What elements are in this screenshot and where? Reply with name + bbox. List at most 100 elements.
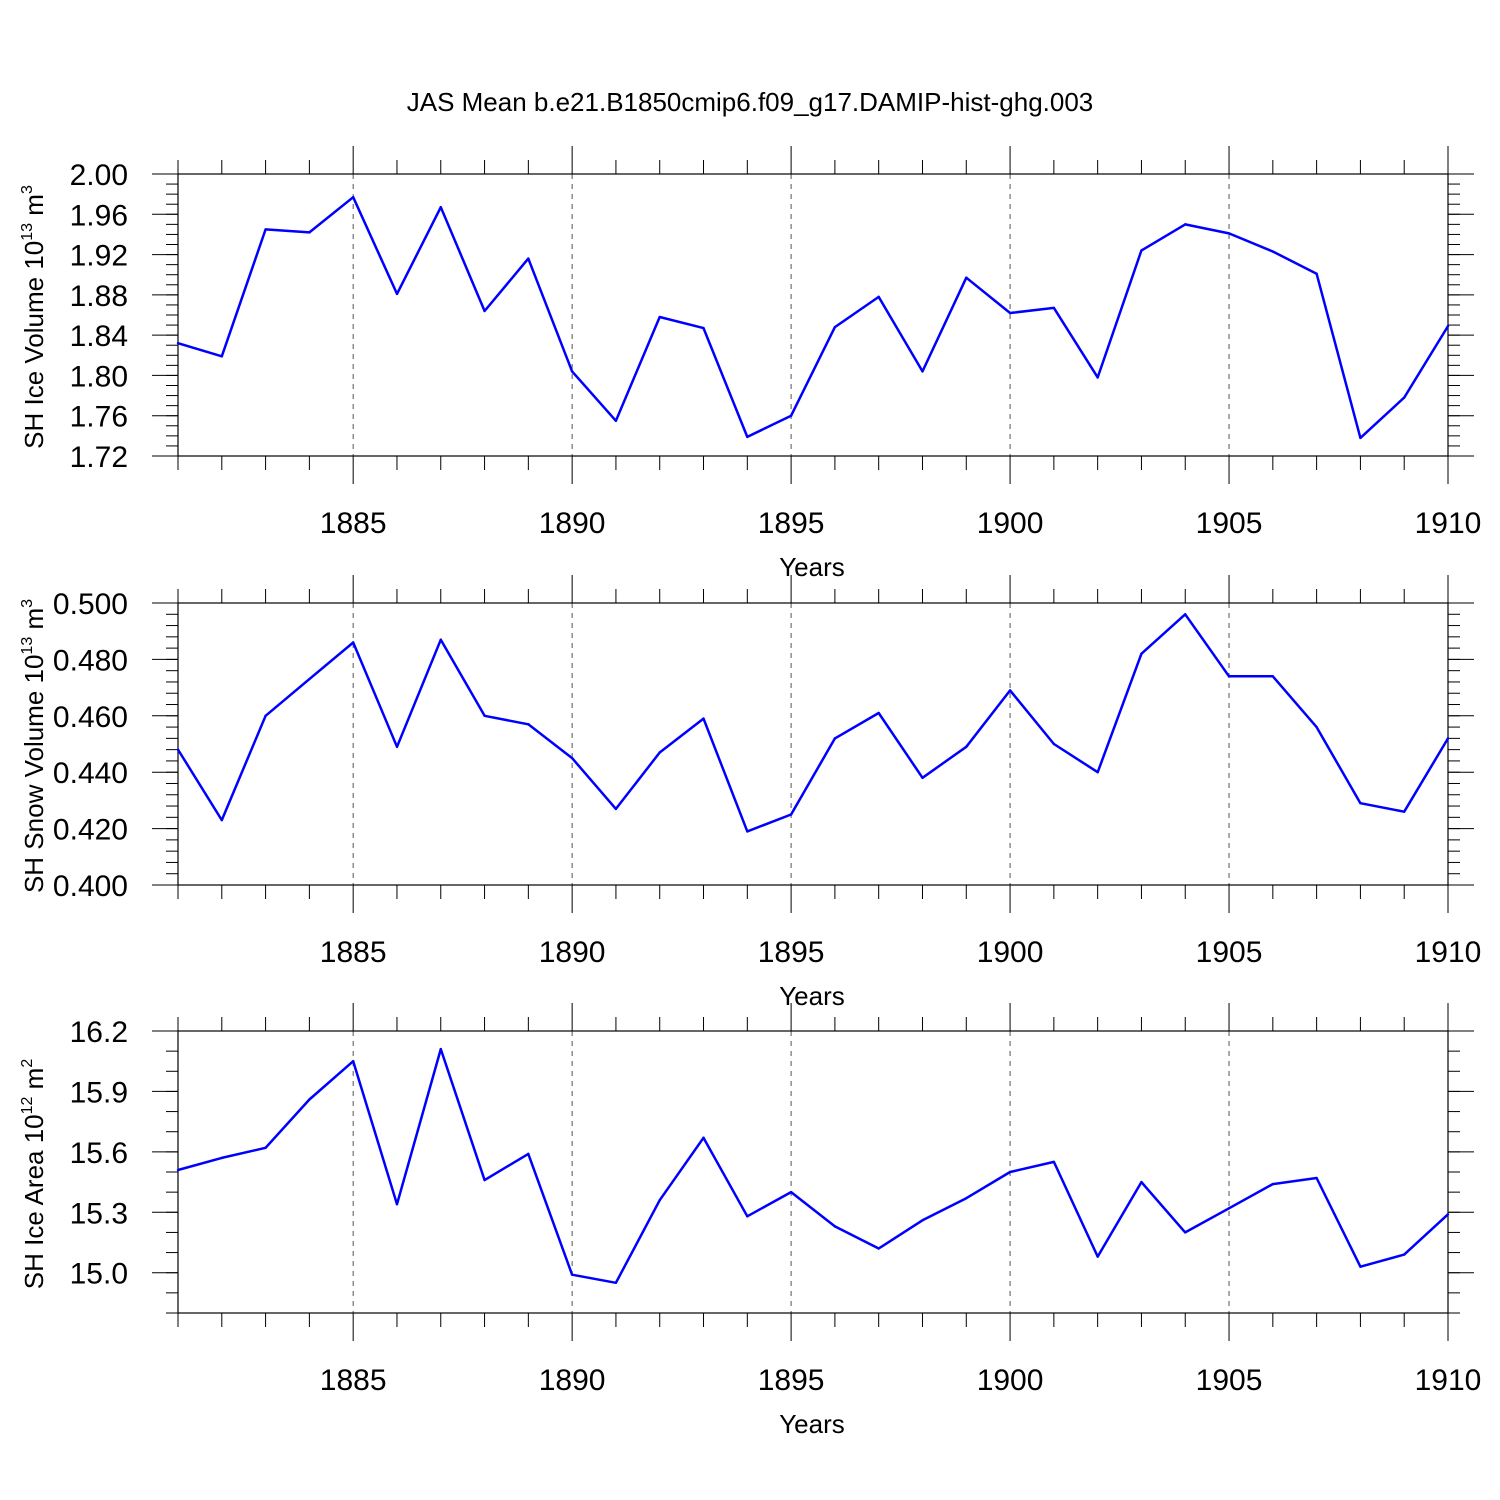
ytick-label: 1.72 (70, 441, 128, 474)
plot-frame (177, 173, 1449, 457)
xtick-label: 1905 (1196, 936, 1263, 969)
data-point (614, 807, 618, 811)
data-point (1315, 1176, 1318, 1180)
data-point (1184, 1231, 1187, 1234)
ytick-label: 1.80 (70, 360, 128, 393)
data-point (1271, 1182, 1275, 1186)
data-point (220, 1156, 223, 1160)
data-point (877, 295, 880, 299)
data-point (833, 325, 837, 329)
data-point (176, 748, 180, 751)
ytick-label: 0.500 (53, 588, 128, 621)
xtick-label: 1895 (758, 1364, 825, 1397)
data-point (351, 641, 355, 644)
data-point (614, 419, 618, 422)
ytick-label: 15.0 (70, 1258, 128, 1291)
data-point (439, 1047, 442, 1051)
data-point (308, 677, 311, 681)
data-point (702, 717, 705, 720)
data-point (527, 723, 530, 726)
data-point (746, 1215, 749, 1218)
ytick-label: 15.9 (70, 1076, 128, 1109)
data-point (570, 756, 574, 760)
xtick-label: 1900 (977, 507, 1044, 540)
data-point (1140, 249, 1143, 252)
ytick-label: 2.00 (70, 159, 128, 192)
x-axis-label: Years (779, 552, 845, 582)
y-axis-label: SH Snow Volume 1013 m3 (19, 599, 49, 893)
data-point (658, 1199, 661, 1202)
data-point (1403, 1253, 1406, 1256)
data-point (264, 228, 267, 231)
data-point (702, 1136, 705, 1139)
xtick-label: 1905 (1196, 1364, 1263, 1397)
data-point (1227, 232, 1231, 235)
data-point (395, 745, 399, 749)
data-point (1359, 802, 1362, 805)
data-point (921, 370, 924, 373)
ytick-label: 1.84 (70, 320, 128, 353)
xtick-label: 1900 (977, 936, 1044, 969)
data-point (1446, 1213, 1450, 1216)
data-point (1184, 223, 1187, 226)
data-point (439, 206, 442, 209)
data-point (1096, 771, 1099, 774)
data-point (483, 309, 486, 313)
data-point (789, 813, 793, 816)
data-point (877, 1247, 880, 1250)
data-point (965, 276, 968, 279)
data-point (527, 257, 530, 260)
ytick-label: 0.420 (53, 814, 128, 847)
data-point (439, 638, 442, 641)
xtick-label: 1905 (1196, 507, 1263, 540)
ytick-label: 15.6 (70, 1137, 128, 1170)
data-point (1315, 725, 1318, 729)
data-point (877, 711, 880, 715)
data-point (1052, 306, 1056, 310)
data-point (1271, 250, 1275, 253)
data-point (483, 1178, 486, 1182)
data-point (746, 435, 749, 439)
ytick-label: 0.440 (53, 757, 128, 790)
data-point (1227, 675, 1231, 678)
data-point (395, 292, 399, 296)
xtick-label: 1890 (539, 507, 606, 540)
data-point (614, 1281, 618, 1284)
data-point (746, 830, 749, 833)
data-point (308, 1098, 311, 1101)
data-point (789, 414, 793, 417)
data-point (658, 751, 661, 754)
data-point (264, 714, 267, 717)
data-point (1008, 1170, 1012, 1174)
data-point (1008, 689, 1012, 692)
plot-frame (177, 1030, 1449, 1314)
data-point (1446, 737, 1450, 740)
xtick-label: 1895 (758, 507, 825, 540)
data-point (176, 1168, 180, 1172)
data-point (1184, 613, 1187, 616)
data-point (1359, 436, 1362, 440)
data-point (1403, 810, 1406, 813)
panel-1: 1.72 1.76 1.80 1.84 1.88 1.92 1.96 2.00 1885 1890… (19, 146, 1481, 582)
panels: 1.72 1.76 1.80 1.84 1.88 1.92 1.96 2.00 1885 1890… (19, 146, 1481, 1439)
series-line (177, 195, 1450, 440)
data-point (658, 315, 661, 319)
ytick-label: 0.460 (53, 701, 128, 734)
data-point (1052, 742, 1056, 746)
y-axis-label: SH Ice Area 1012 m2 (19, 1059, 49, 1290)
data-point (1096, 376, 1099, 379)
ytick-label: 15.3 (70, 1197, 128, 1230)
data-point (965, 1196, 968, 1200)
data-point (395, 1203, 399, 1206)
data-point (1315, 272, 1318, 275)
ytick-label: 1.96 (70, 199, 128, 232)
y-axis-label: SH Ice Volume 1013 m3 (19, 185, 49, 449)
data-point (527, 1152, 530, 1156)
data-point (220, 818, 223, 822)
panel-2: 0.400 0.420 0.440 0.460 0.480 0.500 1885 1890 18… (19, 575, 1481, 1011)
data-point (570, 1273, 574, 1276)
chart-title: JAS Mean b.e21.B1850cmip6.f09_g17.DAMIP-… (407, 87, 1094, 117)
data-point (1008, 311, 1012, 315)
series-line (176, 613, 1450, 833)
